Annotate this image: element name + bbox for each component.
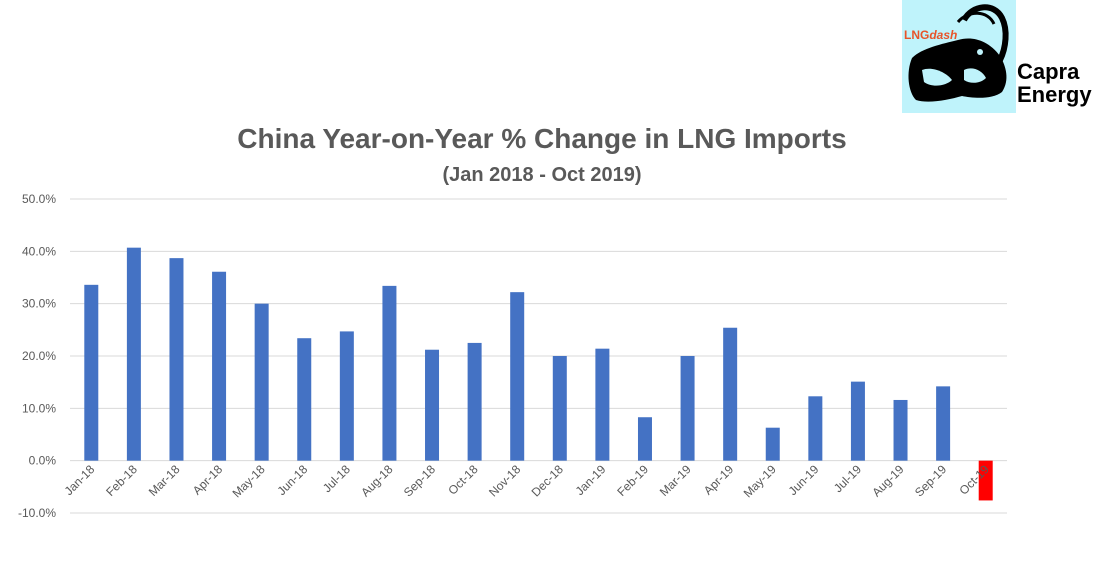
y-tick-label: 40.0% <box>22 244 56 258</box>
bar <box>297 338 312 461</box>
x-tick-label: Jun-18 <box>275 462 311 498</box>
y-tick-label: 10.0% <box>22 401 56 415</box>
brand-line-1: Capra <box>1017 59 1080 84</box>
bar <box>595 348 610 461</box>
lngdash-logo: LNGdash <box>902 0 1016 113</box>
x-tick-label: Aug-19 <box>869 462 906 499</box>
x-tick-label: Sep-19 <box>912 462 949 499</box>
chart-title: China Year-on-Year % Change in LNG Impor… <box>237 123 846 154</box>
bar <box>254 303 269 461</box>
x-tick-label: Dec-18 <box>529 462 566 499</box>
bar <box>552 356 567 461</box>
bar <box>425 349 440 461</box>
bar <box>169 258 184 461</box>
x-tick-label: Jun-19 <box>786 462 822 498</box>
x-tick-label: Jul-19 <box>831 462 864 495</box>
bar <box>637 417 652 461</box>
bar <box>723 327 738 461</box>
x-tick-label: Apr-18 <box>190 462 226 498</box>
brand-line-2: Energy <box>1017 82 1092 107</box>
ibex-icon <box>908 4 1009 102</box>
x-tick-label: Jan-19 <box>573 462 609 498</box>
x-tick-label: Apr-19 <box>701 462 737 498</box>
capra-energy-wordmark: Capra Energy <box>1017 60 1113 106</box>
x-tick-label: Feb-19 <box>614 462 651 499</box>
chart-subtitle: (Jan 2018 - Oct 2019) <box>443 164 642 186</box>
bar <box>936 386 951 461</box>
y-tick-label: 30.0% <box>22 297 56 311</box>
bar <box>84 284 99 461</box>
bar <box>212 271 227 461</box>
x-tick-label: Aug-18 <box>358 462 395 499</box>
x-tick-label: Mar-19 <box>657 462 694 499</box>
y-tick-label: 0.0% <box>29 454 57 468</box>
bar <box>765 427 780 461</box>
bar <box>467 342 482 461</box>
x-tick-label: May-18 <box>230 462 268 500</box>
gridlines <box>70 198 1007 514</box>
bar <box>382 285 397 461</box>
bar <box>850 381 865 461</box>
bar <box>510 292 525 461</box>
bar <box>893 399 908 461</box>
x-tick-label: Jan-18 <box>62 462 98 498</box>
lngdash-wordmark: LNGdash <box>904 28 958 42</box>
bar <box>680 356 695 461</box>
x-tick-label: Nov-18 <box>486 462 523 499</box>
x-tick-label: Feb-18 <box>103 462 140 499</box>
x-tick-label: Jul-18 <box>320 462 353 495</box>
x-tick-label: Mar-18 <box>146 462 183 499</box>
y-tick-label: 20.0% <box>22 349 56 363</box>
bars <box>84 247 993 501</box>
bar <box>978 460 993 501</box>
y-tick-label: 50.0% <box>22 192 56 206</box>
x-axis-labels: Jan-18 Feb-18 Mar-18 Apr-18 May-18 Jun-18 Jul-… <box>62 462 992 500</box>
x-tick-label: Oct-18 <box>445 462 481 498</box>
y-tick-label: -10.0% <box>18 506 56 520</box>
x-tick-label: May-19 <box>741 462 779 500</box>
bar <box>339 331 354 461</box>
bar <box>126 247 141 461</box>
bar <box>808 396 823 461</box>
y-axis-labels: -10.0% 0.0% 10.0% 20.0% 30.0% 40.0% 50.0% <box>18 192 56 520</box>
x-tick-label: Sep-18 <box>401 462 438 499</box>
